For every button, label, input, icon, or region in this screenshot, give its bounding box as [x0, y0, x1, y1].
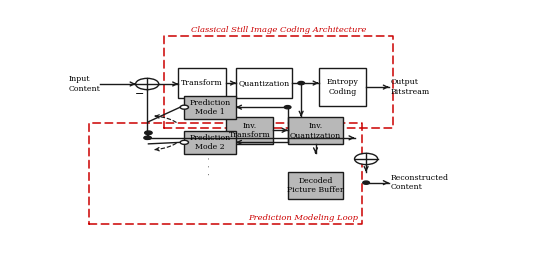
Text: Classical Still Image Coding Architecture: Classical Still Image Coding Architectur…: [191, 26, 366, 34]
Text: Transform: Transform: [181, 79, 223, 87]
Circle shape: [144, 131, 152, 135]
Text: Inv.
Transform: Inv. Transform: [229, 122, 270, 139]
Text: Output
Bitstream: Output Bitstream: [391, 79, 430, 96]
Text: Decoded
Picture Buffer: Decoded Picture Buffer: [287, 177, 344, 194]
Circle shape: [135, 78, 159, 90]
Text: Input
Content: Input Content: [69, 75, 101, 93]
Bar: [319, 68, 366, 106]
Text: ·  ·  ·: · · ·: [206, 157, 215, 175]
Text: −: −: [135, 89, 144, 99]
Bar: [184, 96, 236, 119]
Bar: [90, 123, 362, 224]
Circle shape: [354, 153, 378, 165]
Circle shape: [180, 105, 189, 109]
Text: Prediction
Mode 1: Prediction Mode 1: [190, 99, 231, 116]
Text: Reconstructed
Content: Reconstructed Content: [391, 174, 449, 191]
Text: Prediction Modeling Loop: Prediction Modeling Loop: [248, 214, 358, 222]
Circle shape: [363, 181, 369, 184]
Text: Prediction
Mode 2: Prediction Mode 2: [190, 134, 231, 151]
Text: Quantization: Quantization: [238, 79, 289, 87]
Circle shape: [146, 137, 151, 139]
Bar: [236, 68, 292, 98]
Bar: [178, 68, 225, 98]
Circle shape: [144, 136, 150, 139]
Bar: [288, 117, 343, 144]
Circle shape: [180, 140, 189, 144]
Text: Inv.
Quantization: Inv. Quantization: [290, 122, 341, 139]
Text: Entropy
Coding: Entropy Coding: [326, 79, 358, 96]
Circle shape: [298, 81, 304, 85]
Circle shape: [284, 106, 291, 109]
Bar: [288, 172, 343, 199]
Bar: [225, 117, 273, 144]
Bar: [184, 131, 236, 154]
Bar: [164, 36, 393, 128]
